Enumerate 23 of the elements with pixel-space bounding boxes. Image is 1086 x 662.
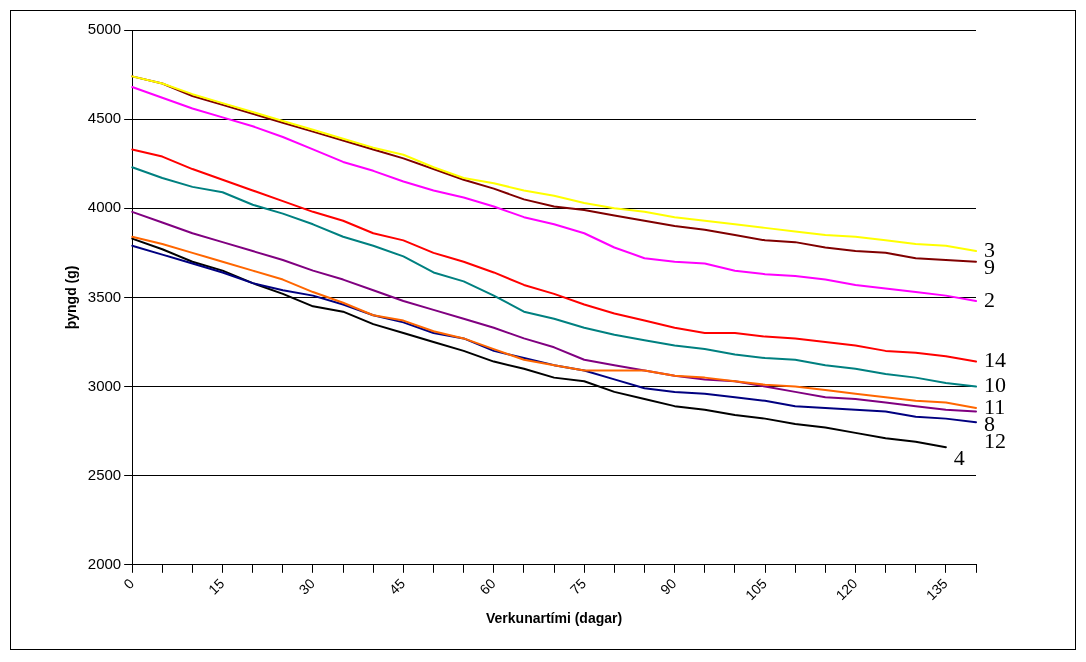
x-tick-label: 105 (742, 575, 771, 604)
series-label: 2 (984, 286, 995, 312)
y-tick-label: 2500 (87, 465, 122, 483)
x-tick-label: 135 (922, 575, 951, 604)
y-axis-title: þyngd (g) (63, 265, 80, 330)
x-tick-label: 45 (385, 575, 409, 598)
y-tick-label: 4500 (87, 109, 122, 127)
x-tick-label: 90 (657, 575, 680, 598)
y-tick-label: 5000 (87, 20, 122, 38)
x-tick-label: 60 (476, 575, 499, 598)
series-label: 14 (984, 347, 1006, 373)
y-tick-label: 3500 (87, 287, 122, 305)
series-label: 4 (953, 444, 965, 470)
y-tick-label: 4000 (87, 198, 122, 216)
x-axis-title: Verkunartími (dagar) (486, 610, 623, 627)
x-tick-label: 120 (832, 575, 861, 604)
series-label: 10 (984, 372, 1006, 398)
x-tick-label: 15 (205, 575, 228, 598)
x-tick-label: 30 (295, 575, 318, 598)
x-tick-label: 75 (566, 575, 590, 598)
y-tick-label: 3000 (87, 376, 122, 394)
x-tick-label: 0 (120, 575, 138, 593)
y-tick-label: 2000 (87, 554, 122, 572)
